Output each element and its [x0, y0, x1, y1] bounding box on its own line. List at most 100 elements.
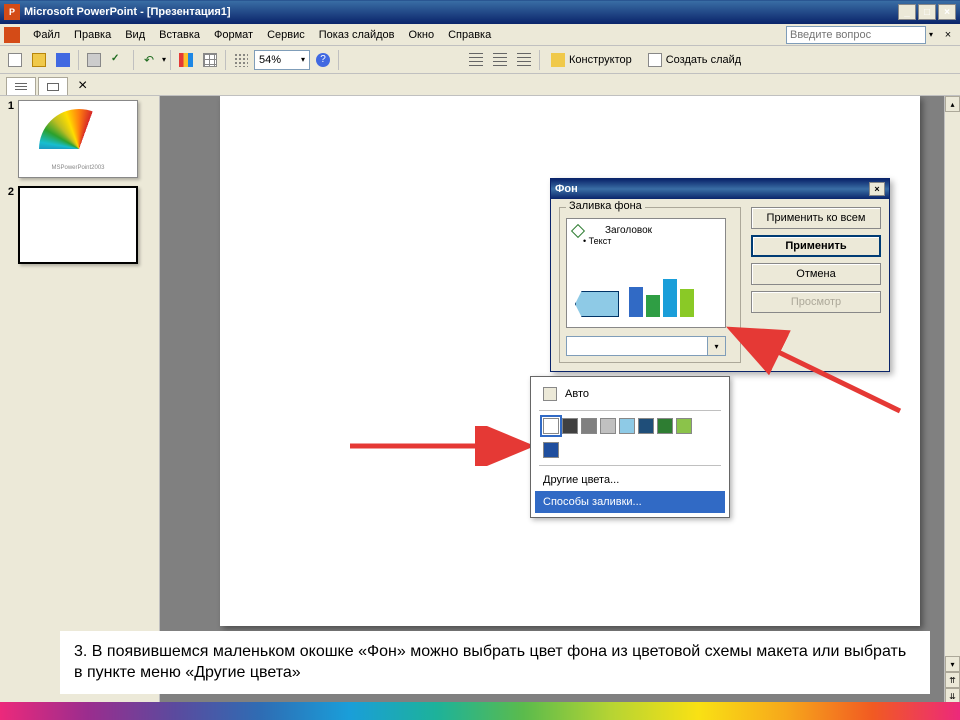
color-combo-box	[566, 336, 708, 356]
more-colors-item[interactable]: Другие цвета...	[535, 469, 725, 491]
fill-effects-item[interactable]: Способы заливки...	[535, 491, 725, 513]
titlebar: P Microsoft PowerPoint - [Презентация1] …	[0, 0, 960, 24]
preview-shape	[575, 291, 619, 317]
bullets-button[interactable]	[465, 49, 487, 71]
thumbnail[interactable]	[18, 186, 138, 264]
view-tabs: ×	[0, 74, 960, 96]
menu-insert[interactable]: Вставка	[152, 27, 207, 43]
menu-help[interactable]: Справка	[441, 27, 498, 43]
bar	[680, 289, 694, 317]
color-row-2	[535, 438, 725, 462]
fon-dialog-titlebar[interactable]: Фон ×	[551, 179, 889, 199]
preview-button[interactable]: Просмотр	[751, 291, 881, 313]
separator	[133, 50, 134, 70]
separator	[78, 50, 79, 70]
menu-file[interactable]: Файл	[26, 27, 67, 43]
separator	[170, 50, 171, 70]
preview-bullet: • Текст	[583, 236, 719, 246]
color-swatch[interactable]	[543, 442, 559, 458]
outline-tab[interactable]	[6, 77, 36, 95]
panel-close-button[interactable]: ×	[78, 77, 87, 95]
slides-tab[interactable]	[38, 77, 68, 95]
caption-text: 3. В появившемся маленьком окошке «Фон» …	[60, 631, 930, 694]
grid-button[interactable]	[230, 49, 252, 71]
slide-thumb-2[interactable]: 2	[4, 186, 155, 264]
slide-canvas[interactable]: Фон × Заливка фона Заголовок • Текст	[220, 96, 920, 626]
close-button[interactable]: ×	[938, 4, 956, 20]
new-button[interactable]	[4, 49, 26, 71]
ask-dropdown-icon[interactable]: ▾	[929, 30, 933, 39]
color-combo-dropdown[interactable]: ▾	[708, 336, 726, 356]
spell-button[interactable]: ✓	[107, 49, 129, 71]
fan-graphic	[39, 109, 119, 149]
bar	[663, 279, 677, 317]
color-swatch[interactable]	[638, 418, 654, 434]
canvas-area: Фон × Заливка фона Заголовок • Текст	[160, 96, 960, 720]
zoom-combo[interactable]: 54% ▾	[254, 50, 310, 70]
menu-format[interactable]: Формат	[207, 27, 260, 43]
slide-panel: 1 MSPowerPoint2003 2	[0, 96, 160, 720]
window-controls: _ □ ×	[898, 4, 956, 20]
new-slide-label: Создать слайд	[666, 54, 741, 66]
ask-question-input[interactable]	[786, 26, 926, 44]
menu-tools[interactable]: Сервис	[260, 27, 312, 43]
separator	[539, 50, 540, 70]
designer-button[interactable]: Конструктор	[544, 49, 639, 71]
apply-all-button[interactable]: Применить ко всем	[751, 207, 881, 229]
arrow-annotation-1	[350, 426, 550, 466]
color-swatch[interactable]	[581, 418, 597, 434]
thumb-number: 1	[4, 100, 18, 112]
zoom-value: 54%	[259, 54, 281, 66]
color-swatch[interactable]	[657, 418, 673, 434]
menubar: Файл Правка Вид Вставка Формат Сервис По…	[0, 24, 960, 46]
color-auto-item[interactable]: Авто	[535, 381, 725, 407]
undo-dropdown-icon[interactable]: ▾	[162, 55, 166, 64]
doc-icon	[4, 27, 20, 43]
scroll-track[interactable]	[945, 112, 960, 656]
save-button[interactable]	[52, 49, 74, 71]
chart-button[interactable]	[175, 49, 197, 71]
fon-buttons: Применить ко всем Применить Отмена Просм…	[751, 207, 881, 363]
menu-edit[interactable]: Правка	[67, 27, 118, 43]
menu-slideshow[interactable]: Показ слайдов	[312, 27, 402, 43]
color-swatch[interactable]	[619, 418, 635, 434]
cancel-button[interactable]: Отмена	[751, 263, 881, 285]
color-swatch[interactable]	[562, 418, 578, 434]
color-combo[interactable]: ▾	[566, 336, 726, 356]
preview-box: Заголовок • Текст	[566, 218, 726, 328]
color-swatch[interactable]	[676, 418, 692, 434]
app-icon: P	[4, 4, 20, 20]
menu-view[interactable]: Вид	[118, 27, 152, 43]
scroll-up-button[interactable]: ▴	[945, 96, 960, 112]
color-auto-label: Авто	[565, 388, 589, 400]
numbering-button[interactable]	[489, 49, 511, 71]
workspace: 1 MSPowerPoint2003 2 Фон × За	[0, 96, 960, 720]
minimize-button[interactable]: _	[898, 4, 916, 20]
designer-label: Конструктор	[569, 54, 632, 66]
color-swatch[interactable]	[600, 418, 616, 434]
vertical-scrollbar[interactable]: ▴ ▾ ⇈ ⇊	[944, 96, 960, 704]
color-swatch[interactable]	[543, 418, 559, 434]
thumbnail[interactable]: MSPowerPoint2003	[18, 100, 138, 178]
fon-close-button[interactable]: ×	[869, 182, 885, 196]
table-button[interactable]	[199, 49, 221, 71]
bar	[646, 295, 660, 317]
open-button[interactable]	[28, 49, 50, 71]
doc-close-button[interactable]: ×	[940, 29, 956, 41]
color-strip	[0, 702, 960, 720]
print-button[interactable]	[83, 49, 105, 71]
slide-thumb-1[interactable]: 1 MSPowerPoint2003	[4, 100, 155, 178]
help-button[interactable]: ?	[312, 49, 334, 71]
maximize-button[interactable]: □	[918, 4, 936, 20]
menu-window[interactable]: Окно	[402, 27, 442, 43]
indent-button[interactable]	[513, 49, 535, 71]
new-slide-button[interactable]: Создать слайд	[641, 49, 748, 71]
app-title: Microsoft PowerPoint - [Презентация1]	[24, 6, 231, 18]
zoom-dropdown-icon[interactable]: ▾	[301, 55, 305, 64]
fill-group-label: Заливка фона	[566, 200, 645, 212]
auto-swatch-icon	[543, 387, 557, 401]
apply-button[interactable]: Применить	[751, 235, 881, 257]
prev-slide-button[interactable]: ⇈	[945, 672, 960, 688]
undo-button[interactable]: ↶	[138, 49, 160, 71]
scroll-down-button[interactable]: ▾	[945, 656, 960, 672]
